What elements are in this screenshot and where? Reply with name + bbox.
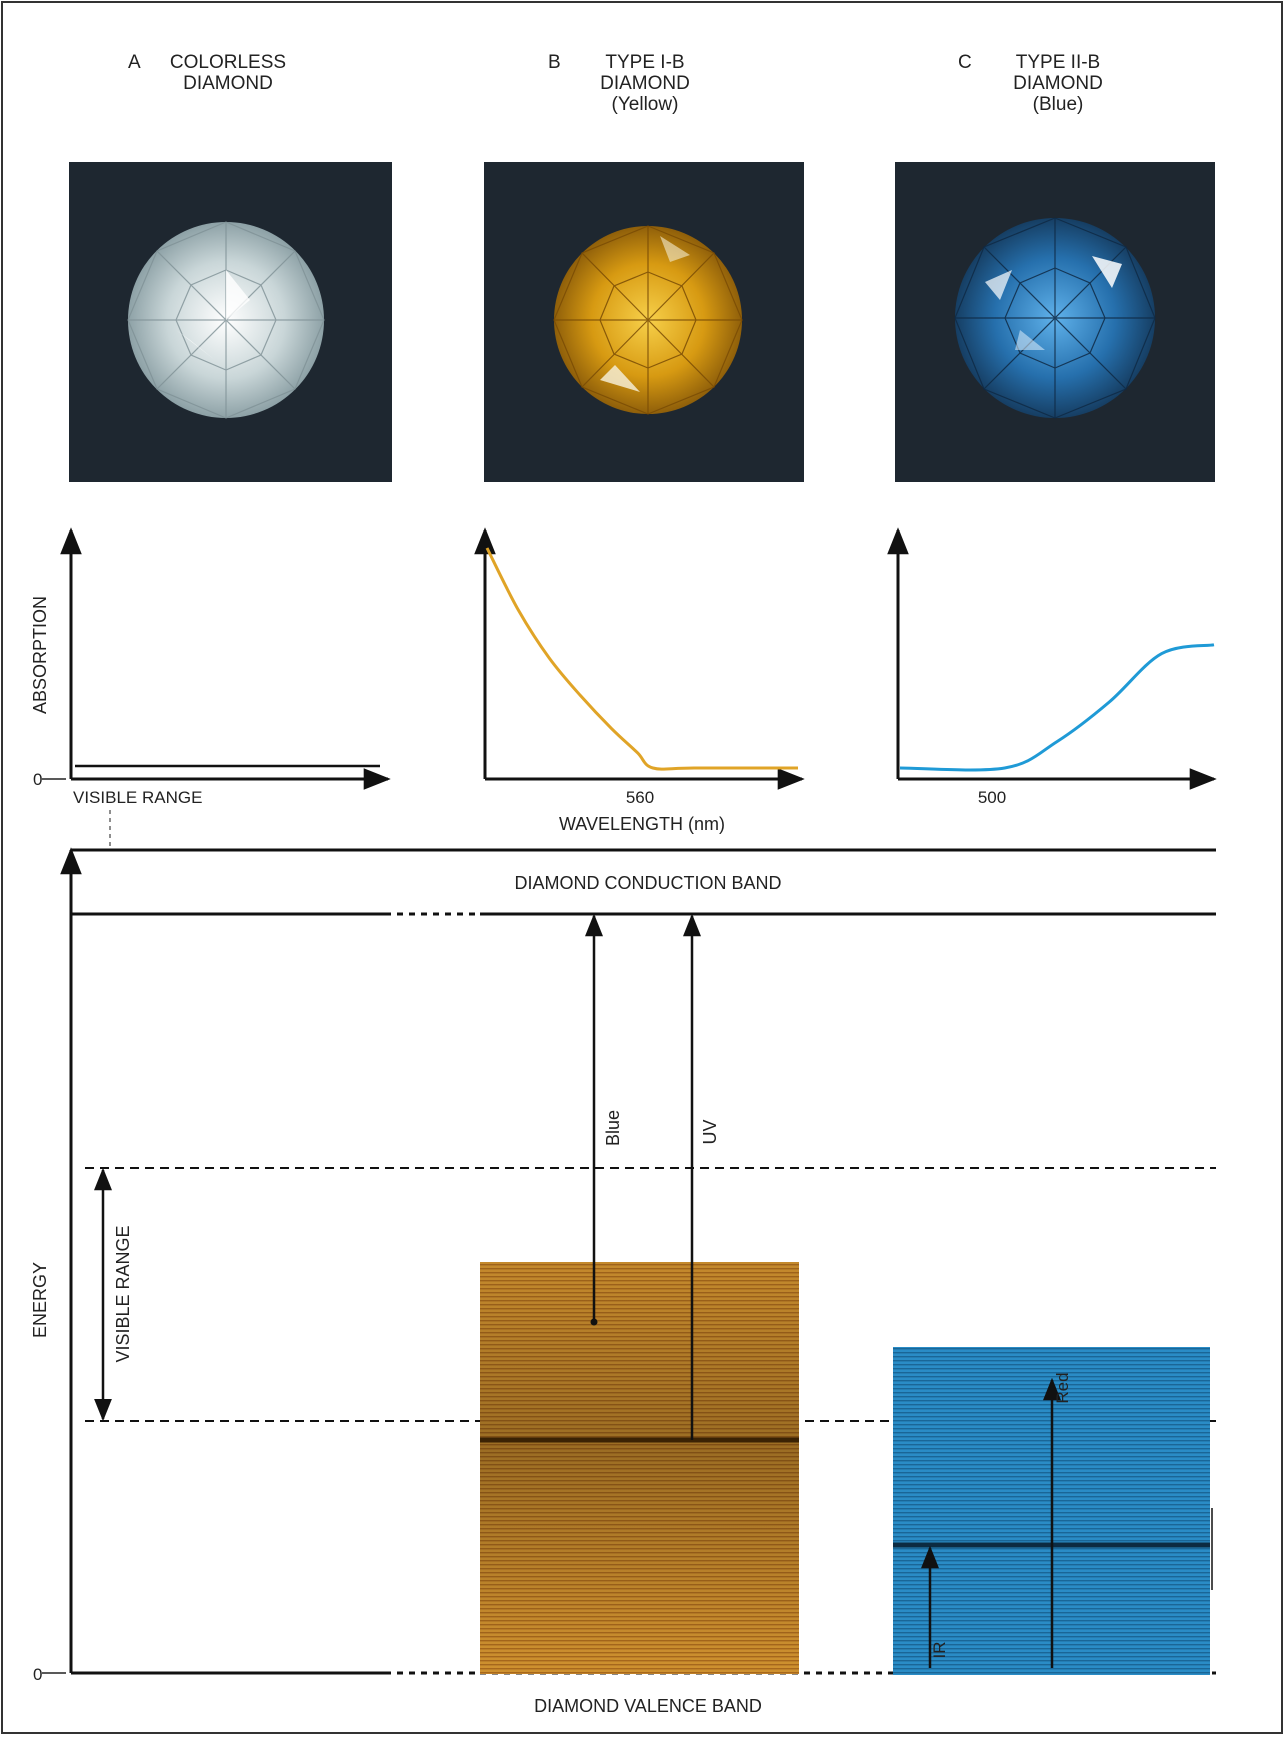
panel-b-letter: B (548, 52, 561, 73)
blue-transition-label: Blue (603, 1110, 623, 1146)
blue-transition-origin (590, 1318, 598, 1326)
panel-b-header: B TYPE I-B DIAMOND (Yellow) (548, 52, 690, 115)
chart-c-tick-500: 500 (978, 788, 1006, 807)
chart-b-tick-560: 560 (626, 788, 654, 807)
panel-c-title-line2: DIAMOND (1013, 73, 1103, 94)
panel-a-title-line1: COLORLESS (170, 52, 286, 73)
wavelength-axis-label: WAVELENGTH (nm) (559, 814, 725, 834)
yellow-diamond-icon (553, 225, 743, 415)
conduction-band-label: DIAMOND CONDUCTION BAND (514, 873, 781, 893)
energy-band-diagram: ENERGY 0 DIAMOND CONDUCTION BAND VISIBLE… (30, 810, 1216, 1716)
colorless-diamond-photo (69, 162, 392, 482)
absorption-axis-label: ABSORPTION (30, 596, 50, 714)
ir-transition-label: IR (930, 1642, 949, 1659)
blue-impurity-band: IR Red (893, 1347, 1213, 1675)
spectrum-chart-b: 560 (474, 527, 805, 807)
valence-band-label: DIAMOND VALENCE BAND (534, 1696, 762, 1716)
blue-diamond-photo (895, 162, 1215, 482)
blue-diamond-icon (954, 217, 1156, 419)
yellow-band-shade (480, 1262, 799, 1674)
panel-c-title-line3: (Blue) (1033, 94, 1084, 115)
yellow-impurity-band: Blue UV (480, 913, 799, 1674)
red-transition-label: Red (1053, 1372, 1072, 1403)
chart-a-zero-label: 0 (33, 770, 42, 789)
panel-c-header: C TYPE II-B DIAMOND (Blue) (958, 52, 1103, 115)
energy-axis-label: ENERGY (30, 1262, 50, 1338)
energy-zero-label: 0 (33, 1665, 42, 1684)
chart-a-x-label: VISIBLE RANGE (73, 788, 202, 807)
panel-c-letter: C (958, 52, 972, 73)
spectrum-chart-a: 0 VISIBLE RANGE (33, 527, 391, 807)
panel-a-title-line2: DIAMOND (183, 73, 273, 94)
chart-c-blue-absorption-line (899, 643, 1215, 772)
panel-a-letter: A (128, 52, 141, 73)
uv-transition-label: UV (700, 1119, 720, 1144)
spectrum-chart-c: 500 (887, 527, 1217, 807)
panel-b-title-line1: TYPE I-B (605, 52, 684, 73)
panel-a-header: A COLORLESS DIAMOND (128, 52, 286, 94)
panel-b-title-line2: DIAMOND (600, 73, 690, 94)
panel-b-title-line3: (Yellow) (612, 94, 679, 115)
yellow-diamond-photo (484, 162, 804, 482)
colorless-diamond-icon (127, 221, 325, 419)
chart-b-yellow-absorption-line (485, 547, 798, 771)
panel-c-title-line1: TYPE II-B (1016, 52, 1100, 73)
visible-range-label: VISIBLE RANGE (113, 1225, 133, 1362)
